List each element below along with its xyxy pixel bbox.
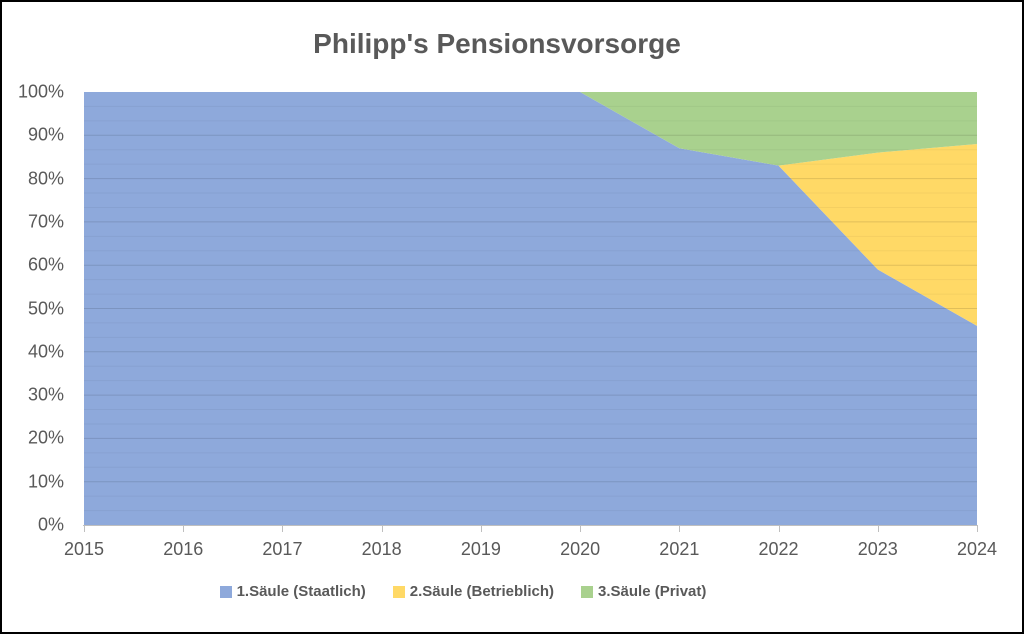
x-axis-tick-label: 2019: [460, 539, 501, 559]
legend-swatch-betrieblich-icon: [392, 585, 405, 598]
x-axis-tick: [679, 526, 681, 532]
y-axis-tick-label: 50%: [27, 298, 64, 318]
y-axis-tick-label: 10%: [27, 471, 64, 492]
area-series-3: [84, 92, 977, 166]
stacked-area-svg: [84, 92, 977, 525]
legend-label-staatlich: 1.Säule (Staatlich): [236, 583, 366, 600]
x-axis-tick-label: 2017: [262, 539, 303, 559]
area-series-1: [84, 92, 977, 525]
legend: 1.Säule (Staatlich) 2.Säule (Betrieblich…: [2, 583, 973, 600]
x-axis-tick: [480, 526, 482, 532]
x-axis-tick-label: 2021: [659, 539, 700, 559]
y-axis-tick-label: 30%: [27, 384, 64, 405]
x-axis-tick-label: 2022: [758, 539, 799, 559]
legend-label-betrieblich: 2.Säule (Betrieblich): [409, 583, 555, 600]
y-axis-tick-label: 40%: [27, 341, 64, 362]
x-axis-tick: [877, 526, 879, 532]
y-axis-tick-label: 100%: [17, 81, 64, 102]
legend-swatch-privat-icon: [581, 585, 594, 598]
chart-title: Philipp's Pensionsvorsorge: [313, 28, 681, 59]
y-axis-tick-label: 90%: [27, 124, 64, 145]
x-axis-tick-label: 2016: [163, 539, 204, 559]
x-axis-tick-label: 2024: [956, 539, 998, 559]
x-axis-tick: [778, 526, 780, 532]
y-axis-tick-label: 20%: [27, 427, 64, 448]
x-axis-tick-label: 2023: [857, 539, 898, 559]
x-axis-tick: [381, 526, 383, 532]
x-axis-tick: [580, 526, 582, 532]
x-axis-tick: [183, 526, 185, 532]
y-axis-tick-label: 70%: [27, 211, 64, 232]
x-axis-tick: [84, 526, 85, 532]
y-axis-tick-label: 80%: [27, 168, 64, 189]
legend-item-saule3: 3.Säule (Privat): [581, 583, 706, 600]
x-axis-tick-label: 2020: [560, 539, 601, 559]
legend-item-saule1: 1.Säule (Staatlich): [219, 583, 366, 600]
y-axis-tick-label: 60%: [27, 254, 64, 275]
x-axis-tick: [977, 526, 978, 532]
legend-item-saule2: 2.Säule (Betrieblich): [392, 583, 555, 600]
x-axis-line: [83, 525, 978, 526]
legend-label-privat: 3.Säule (Privat): [598, 583, 707, 600]
plot-area: [84, 92, 977, 525]
legend-swatch-staatlich-icon: [219, 585, 232, 598]
x-axis-tick-label: 2015: [63, 539, 105, 559]
x-axis-tick-label: 2018: [361, 539, 402, 559]
x-axis-tick: [282, 526, 284, 532]
y-axis-tick-label: 0%: [37, 514, 64, 535]
